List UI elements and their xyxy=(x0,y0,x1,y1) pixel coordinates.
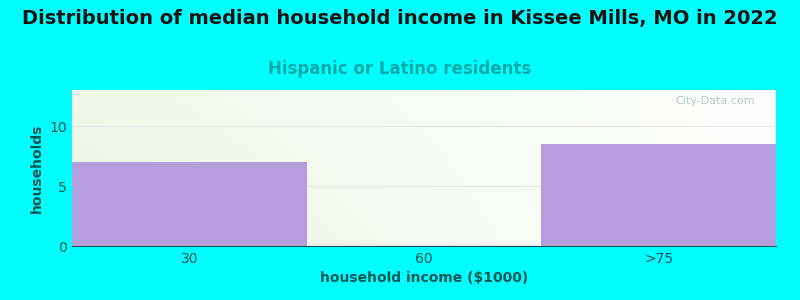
Bar xyxy=(72,162,306,246)
Text: City-Data.com: City-Data.com xyxy=(675,96,755,106)
Bar xyxy=(542,144,776,246)
X-axis label: household income ($1000): household income ($1000) xyxy=(320,271,528,285)
Y-axis label: households: households xyxy=(30,123,44,213)
Text: Hispanic or Latino residents: Hispanic or Latino residents xyxy=(268,60,532,78)
Text: Distribution of median household income in Kissee Mills, MO in 2022: Distribution of median household income … xyxy=(22,9,778,28)
